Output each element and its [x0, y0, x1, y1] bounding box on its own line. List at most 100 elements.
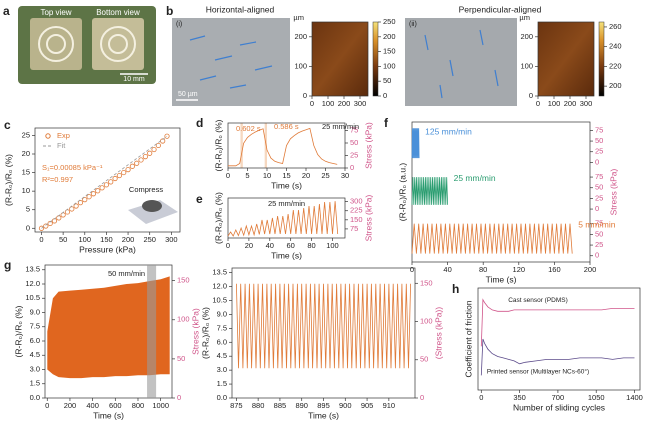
- y-tick-label: 13.5: [212, 268, 227, 277]
- data-point: [142, 154, 148, 160]
- y-axis-label: (R-R₀)/R₀ (%): [3, 154, 13, 206]
- y-tick-label: 200: [294, 32, 307, 41]
- y2-tick-label: 150: [350, 215, 363, 224]
- y2-tick-label: 50: [595, 229, 603, 238]
- electrode: [108, 34, 128, 54]
- y2-tick-label: 50: [350, 138, 358, 147]
- x-tick-label: 100: [326, 241, 339, 250]
- data-line: [236, 283, 411, 369]
- y2-tick-label: 250: [383, 17, 396, 26]
- y-tick-label: 100: [294, 61, 307, 70]
- y-tick-label: 15: [22, 168, 30, 177]
- data-point: [86, 194, 92, 200]
- x-tick-label: 80: [479, 265, 487, 274]
- y2-tick-label: 0: [177, 393, 181, 402]
- x-tick-label: 0: [39, 235, 43, 244]
- series-label: Cast sensor (PDMS): [508, 297, 568, 304]
- y2-axis-label: Stress (kPa): [190, 308, 200, 355]
- y2-tick-label: 25: [350, 150, 358, 159]
- data-point: [51, 218, 58, 224]
- x-tick-label: 0: [410, 265, 414, 274]
- y2-tick-label: 0: [595, 251, 599, 260]
- y-tick-label: 6.0: [217, 337, 227, 346]
- y2-axis-label: Stress (kPa): [363, 122, 373, 169]
- annotation: R²=0.997: [42, 175, 73, 184]
- y-axis-label: µm: [519, 13, 530, 22]
- x-tick-label: 0: [45, 401, 49, 410]
- y-tick-label: 1.5: [217, 379, 227, 388]
- y-tick-label: 3.0: [217, 365, 227, 374]
- device: [30, 18, 82, 70]
- x-tick-label: 40: [266, 241, 274, 250]
- x-tick-label: 885: [274, 401, 287, 410]
- x-axis-label: Time (s): [271, 250, 302, 260]
- y-axis-label: Coefficient of friction: [463, 300, 473, 377]
- x-tick-label: 100: [548, 99, 561, 108]
- x-tick-label: 895: [317, 401, 330, 410]
- x-tick-label: 5: [245, 171, 249, 180]
- annotation: S₁=0.00085 kPa⁻¹: [42, 163, 103, 172]
- x-tick-label: 0: [226, 171, 230, 180]
- data-point: [99, 185, 105, 191]
- y-tick-label: 13.5: [25, 265, 40, 274]
- y2-tick-label: 50: [420, 355, 428, 364]
- y2-tick-label: 225: [350, 206, 363, 215]
- y-axis-label: (R-R₀)/R₀ (%): [13, 305, 23, 357]
- x-tick-label: 80: [307, 241, 315, 250]
- y-axis-label: (R-R₀)/R₀ (a.u.): [397, 163, 407, 222]
- y2-tick-label: 200: [609, 81, 622, 90]
- y2-tick-label: 200: [383, 32, 396, 41]
- colorbar: [372, 21, 379, 97]
- annotation: Compress: [129, 185, 163, 194]
- y2-tick-label: 0: [420, 393, 424, 402]
- x-tick-label: 200: [64, 401, 77, 410]
- annotation: 0.586 s: [274, 122, 299, 131]
- y-tick-label: 3.0: [30, 364, 40, 373]
- y-tick-label: 12.0: [25, 279, 40, 288]
- y2-tick-label: 0: [595, 157, 599, 166]
- chart-title: 25 mm/min: [268, 199, 305, 208]
- y2-tick-label: 0: [350, 163, 354, 172]
- x-tick-label: 905: [361, 401, 374, 410]
- y2-tick-label: 50: [383, 76, 391, 85]
- x-tick-label: 50: [59, 235, 67, 244]
- x-axis-label: Time (s): [486, 274, 517, 284]
- micrograph: [172, 18, 290, 106]
- plot-frame: [411, 121, 591, 263]
- y-tick-label: 9.0: [217, 309, 227, 318]
- y2-tick-label: 25: [595, 147, 603, 156]
- x-tick-label: 0: [536, 99, 540, 108]
- y2-axis-label: Stress (kPa): [363, 194, 373, 241]
- panel-label: c: [4, 118, 11, 132]
- zoom-span: [147, 265, 157, 398]
- plot-frame: [477, 287, 641, 391]
- x-tick-label: 800: [132, 401, 145, 410]
- electrode: [46, 34, 66, 54]
- y-axis-label: (R-R₀)/R₀ (%): [200, 307, 210, 359]
- data-line: [411, 223, 573, 254]
- panel-label: d: [196, 116, 203, 130]
- x-tick-label: 700: [552, 393, 565, 402]
- y-tick-label: 100: [520, 61, 533, 70]
- data-point: [155, 142, 161, 149]
- panel-b: b Horizontal-aligned Perpendicular-align…: [166, 4, 542, 106]
- y-tick-label: 0.0: [30, 393, 40, 402]
- y2-tick-label: 75: [350, 125, 358, 134]
- series-label: 5 mm/min: [578, 220, 616, 230]
- y-tick-label: 0.0: [217, 393, 227, 402]
- x-tick-label: 200: [584, 265, 597, 274]
- data-line: [227, 201, 339, 237]
- caption: Perpendicular-aligned: [459, 4, 542, 14]
- plot-frame: [34, 127, 181, 233]
- data-point: [138, 157, 144, 163]
- x-tick-label: 200: [564, 99, 577, 108]
- data-point: [129, 163, 135, 169]
- y-tick-label: 0: [303, 91, 307, 100]
- data-point: [90, 191, 97, 197]
- y-tick-label: 4.5: [30, 350, 40, 359]
- heatmap-image: [312, 22, 368, 96]
- data-point: [82, 197, 88, 203]
- data-line: [228, 127, 338, 167]
- scale-label: 50 µm: [178, 91, 198, 98]
- x-tick-label: 400: [86, 401, 99, 410]
